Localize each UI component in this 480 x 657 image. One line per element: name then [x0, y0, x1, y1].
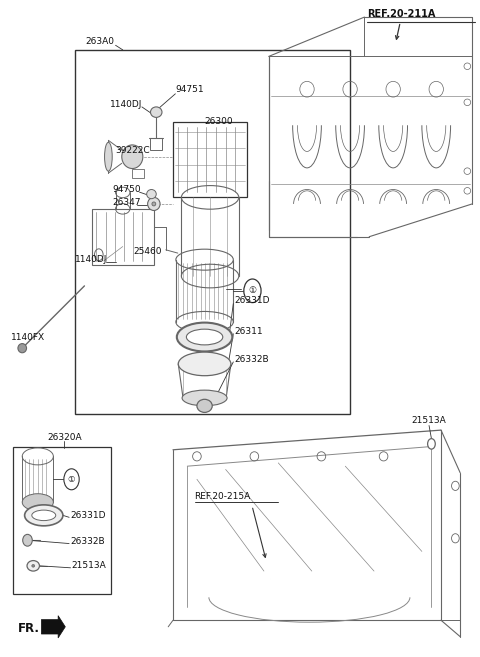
Text: FR.: FR. — [17, 622, 39, 635]
Text: 26332B: 26332B — [234, 355, 269, 365]
Ellipse shape — [151, 107, 162, 118]
Text: 26300: 26300 — [204, 118, 233, 127]
Bar — [75, 50, 350, 414]
Text: 94750: 94750 — [112, 185, 141, 194]
Ellipse shape — [148, 197, 160, 210]
Bar — [132, 169, 144, 178]
Ellipse shape — [24, 505, 63, 526]
Text: 21513A: 21513A — [72, 561, 106, 570]
Text: 21513A: 21513A — [411, 417, 446, 426]
Polygon shape — [41, 616, 65, 638]
Ellipse shape — [244, 279, 261, 303]
Ellipse shape — [23, 534, 32, 546]
Ellipse shape — [32, 564, 35, 567]
Text: 94751: 94751 — [175, 85, 204, 94]
Text: ①: ① — [68, 475, 75, 484]
Text: 1140DJ: 1140DJ — [110, 100, 142, 109]
Ellipse shape — [428, 439, 435, 449]
Ellipse shape — [186, 329, 223, 345]
Bar — [12, 447, 111, 594]
Ellipse shape — [32, 510, 56, 520]
Ellipse shape — [22, 493, 53, 510]
Text: 26320A: 26320A — [48, 434, 82, 442]
Text: ①: ① — [248, 286, 256, 295]
Text: 26332B: 26332B — [70, 537, 105, 546]
Ellipse shape — [105, 143, 112, 171]
Text: REF.20-211A: REF.20-211A — [367, 9, 435, 18]
Text: 26311: 26311 — [234, 327, 263, 336]
Ellipse shape — [177, 323, 232, 351]
Text: 26331D: 26331D — [234, 296, 270, 306]
Text: REF.20-215A: REF.20-215A — [194, 492, 251, 501]
Ellipse shape — [197, 399, 212, 413]
Ellipse shape — [18, 344, 26, 353]
Ellipse shape — [64, 469, 79, 489]
Text: 1140FX: 1140FX — [11, 332, 45, 342]
Text: 263A0: 263A0 — [85, 37, 114, 47]
Text: 26347: 26347 — [112, 198, 141, 207]
Text: 25460: 25460 — [133, 247, 162, 256]
Ellipse shape — [182, 390, 227, 406]
Text: 39222C: 39222C — [116, 146, 150, 154]
Ellipse shape — [178, 352, 231, 376]
Bar — [173, 122, 247, 197]
Ellipse shape — [152, 202, 156, 206]
Ellipse shape — [27, 560, 39, 571]
Ellipse shape — [147, 189, 156, 198]
Ellipse shape — [122, 145, 143, 169]
Text: 1140DJ: 1140DJ — [75, 255, 107, 264]
Bar — [151, 139, 162, 150]
Bar — [92, 209, 154, 265]
Text: 26331D: 26331D — [70, 511, 106, 520]
